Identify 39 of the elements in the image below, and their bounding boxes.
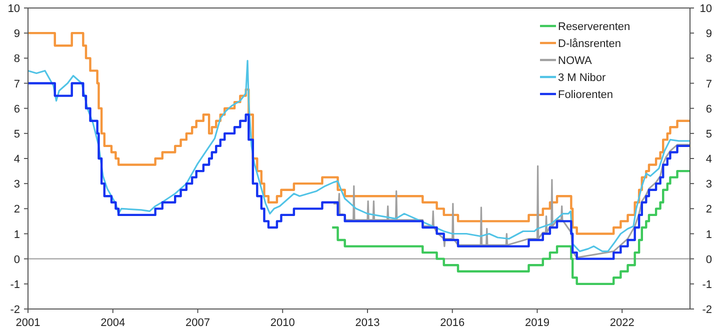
- y-tick-label: 9: [14, 28, 20, 40]
- y2-tick-label: 10: [700, 3, 712, 15]
- y-tick-label: 6: [14, 103, 20, 116]
- x-tick-label: 2004: [100, 317, 126, 329]
- y2-tick-label: 2: [706, 204, 712, 216]
- y2-tick-label: 6: [706, 103, 712, 116]
- y-tick-label: 1: [14, 228, 20, 241]
- y-tick-label: 8: [14, 53, 20, 66]
- y-tick-label: 5: [14, 128, 20, 140]
- y-tick-label: -2: [10, 304, 20, 316]
- y2-tick-label: -2: [702, 304, 712, 316]
- legend-label: 3 M Nibor: [558, 72, 606, 84]
- x-tick-label: 2022: [610, 317, 634, 329]
- x-tick-label: 2001: [16, 317, 40, 329]
- y2-tick-label: 4: [706, 154, 712, 166]
- x-tick-label: 2013: [355, 317, 380, 329]
- y2-tick-label: 8: [706, 53, 712, 66]
- x-tick-label: 2007: [186, 317, 210, 329]
- y-tick-label: 0: [14, 254, 20, 266]
- y-tick-label: 7: [14, 78, 20, 90]
- y-tick-label: 3: [14, 178, 20, 191]
- x-tick-label: 2010: [270, 317, 295, 329]
- y2-tick-label: 7: [706, 78, 712, 90]
- legend-label: D-lånsrenten: [558, 38, 621, 50]
- y2-tick-label: -1: [702, 278, 712, 291]
- y2-tick-label: 5: [706, 128, 712, 140]
- legend-label: NOWA: [558, 55, 592, 67]
- y2-tick-label: 0: [706, 254, 712, 266]
- y-tick-label: -1: [10, 278, 20, 291]
- y2-tick-label: 3: [706, 178, 712, 191]
- y-tick-label: 4: [14, 154, 20, 166]
- y2-tick-label: 9: [706, 28, 712, 40]
- x-tick-label: 2016: [440, 317, 465, 329]
- y-tick-label: 10: [8, 3, 20, 15]
- x-tick-label: 2019: [524, 317, 550, 329]
- legend-label: Reserverenten: [558, 21, 630, 33]
- legend-label: Foliorenten: [558, 89, 614, 101]
- y-tick-label: 2: [14, 204, 20, 216]
- y2-tick-label: 1: [706, 228, 712, 241]
